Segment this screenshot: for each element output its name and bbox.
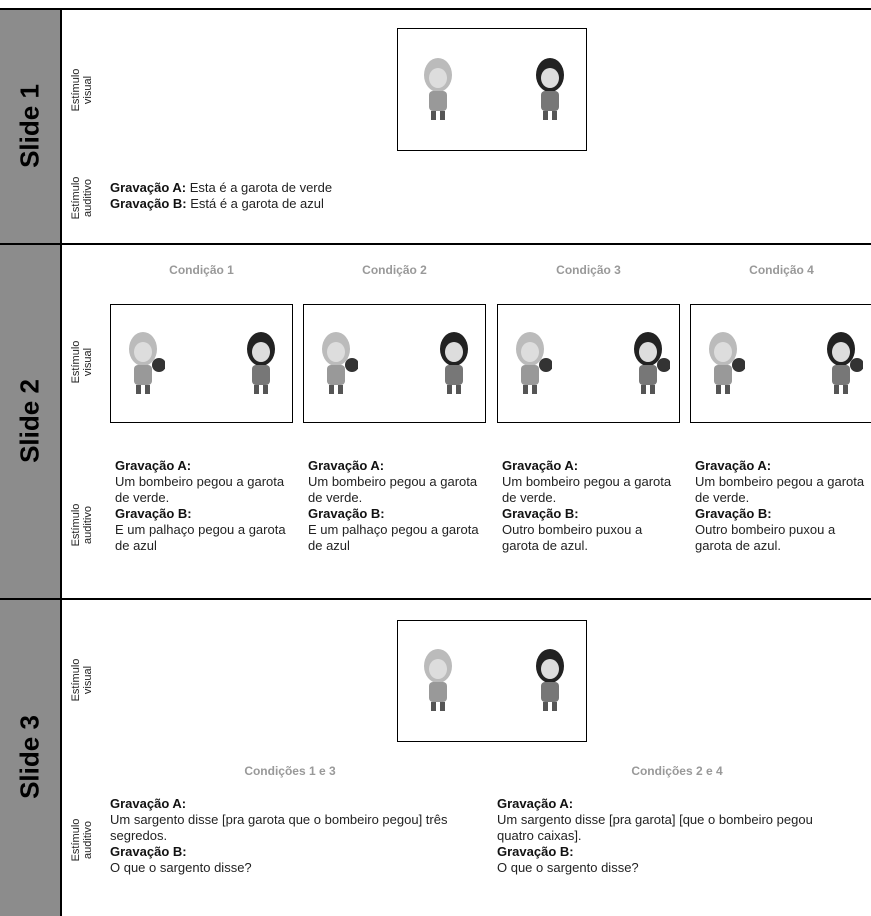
recording-text: Gravação A: Um bombeiro pegou a garota de… xyxy=(502,458,680,554)
row-border xyxy=(0,243,871,245)
character xyxy=(634,331,670,394)
character xyxy=(424,649,452,711)
recording-text: Gravação A: Um sargento disse [pra garota… xyxy=(497,796,847,876)
column-divider xyxy=(60,8,62,916)
recording-sentence: O que o sargento disse? xyxy=(110,860,252,875)
condition-title: Condições 1 e 3 xyxy=(244,764,336,778)
recording-label: Gravação B: xyxy=(695,506,772,521)
recording-label: Gravação A: xyxy=(497,796,574,811)
image-box xyxy=(303,304,486,423)
recording-label: Gravação B: xyxy=(110,196,187,211)
recording-sentence: Um bombeiro pegou a garota de verde. xyxy=(695,474,865,505)
condition-title: Condição 2 xyxy=(362,263,427,277)
recording: Gravação B: Outro bombeiro puxou a garota… xyxy=(502,506,680,554)
character xyxy=(322,331,358,394)
slide-label: Slide 3 xyxy=(14,715,45,799)
recording: Gravação A: Um bombeiro pegou a garota de… xyxy=(695,458,871,506)
character xyxy=(516,331,552,394)
recording-label: Gravação A: xyxy=(695,458,772,473)
recording-label: Gravação A: xyxy=(115,458,192,473)
condition-title: Condições 2 e 4 xyxy=(631,764,723,778)
condition-title: Condição 1 xyxy=(169,263,234,277)
recording: Gravação B: O que o sargento disse? xyxy=(497,844,847,876)
recording-sentence: Um sargento disse [pra garota que o bomb… xyxy=(110,812,448,843)
auditory-label: Estímulo auditivo xyxy=(70,818,94,862)
recording-sentence: Outro bombeiro puxou a garota de azul. xyxy=(695,522,836,553)
visual-label: Estímulo visual xyxy=(70,340,94,384)
recording-sentence: O que o sargento disse? xyxy=(497,860,639,875)
recording: Gravação B: O que o sargento disse? xyxy=(110,844,460,876)
recording-sentence: E um palhaço pegou a garota de azul xyxy=(308,522,479,553)
row-border xyxy=(0,8,871,10)
auditory-label: Estímulo auditivo xyxy=(70,503,94,547)
recording-text: Gravação A: Um sargento disse [pra garota… xyxy=(110,796,460,876)
recording-label: Gravação A: xyxy=(502,458,579,473)
recording-sentence: Um bombeiro pegou a garota de verde. xyxy=(308,474,478,505)
recording-label: Gravação B: xyxy=(497,844,574,859)
character xyxy=(709,331,745,394)
image-box xyxy=(690,304,871,423)
recording-sentence: Um bombeiro pegou a garota de verde. xyxy=(115,474,285,505)
image-box xyxy=(497,304,680,423)
recording-label: Gravação B: xyxy=(110,844,187,859)
character xyxy=(424,57,452,120)
recording-sentence: Está é a garota de azul xyxy=(186,196,324,211)
row-border xyxy=(0,598,871,600)
auditory-label: Estímulo auditivo xyxy=(70,176,94,220)
slide-label: Slide 1 xyxy=(14,83,45,168)
recording-sentence: Um bombeiro pegou a garota de verde. xyxy=(502,474,672,505)
recording-label: Gravação A: xyxy=(110,796,187,811)
recording-sentence: Esta é a garota de verde xyxy=(186,180,333,195)
recording-text: Gravação A: Um bombeiro pegou a garota de… xyxy=(695,458,871,554)
recording-label: Gravação B: xyxy=(502,506,579,521)
character xyxy=(129,331,165,394)
recording: Gravação B: E um palhaço pegou a garota d… xyxy=(308,506,486,554)
visual-label: Estímulo visual xyxy=(70,658,94,702)
recording: Gravação A: Um bombeiro pegou a garota de… xyxy=(502,458,680,506)
recording-text: Gravação A: Esta é a garota de verde Grav… xyxy=(110,180,530,212)
character xyxy=(827,331,863,394)
character xyxy=(440,331,468,394)
recording-sentence: E um palhaço pegou a garota de azul xyxy=(115,522,286,553)
recording-text: Gravação A: Um bombeiro pegou a garota de… xyxy=(308,458,486,554)
condition-title: Condição 4 xyxy=(749,263,814,277)
condition-title: Condição 3 xyxy=(556,263,621,277)
visual-label: Estímulo visual xyxy=(70,68,94,112)
recording: Gravação A: Um bombeiro pegou a garota de… xyxy=(308,458,486,506)
recording: Gravação B: E um palhaço pegou a garota d… xyxy=(115,506,293,554)
image-box xyxy=(397,28,587,151)
image-box xyxy=(397,620,587,742)
recording-label: Gravação A: xyxy=(308,458,385,473)
slide-column xyxy=(0,8,60,916)
character xyxy=(247,331,275,394)
recording: Gravação B: Está é a garota de azul xyxy=(110,196,530,212)
recording: Gravação A: Um sargento disse [pra garota… xyxy=(497,796,847,844)
image-box xyxy=(110,304,293,423)
recording-sentence: Outro bombeiro puxou a garota de azul. xyxy=(502,522,643,553)
character xyxy=(536,649,564,711)
recording-text: Gravação A: Um bombeiro pegou a garota de… xyxy=(115,458,293,554)
recording: Gravação A: Um bombeiro pegou a garota de… xyxy=(115,458,293,506)
recording-label: Gravação A: xyxy=(110,180,187,195)
recording: Gravação B: Outro bombeiro puxou a garota… xyxy=(695,506,871,554)
recording-label: Gravação B: xyxy=(115,506,192,521)
recording: Gravação A: Um sargento disse [pra garota… xyxy=(110,796,460,844)
recording-label: Gravação B: xyxy=(308,506,385,521)
character xyxy=(536,57,564,120)
recording: Gravação A: Esta é a garota de verde xyxy=(110,180,530,196)
recording-sentence: Um sargento disse [pra garota] [que o bo… xyxy=(497,812,813,843)
slide-label: Slide 2 xyxy=(14,378,45,463)
